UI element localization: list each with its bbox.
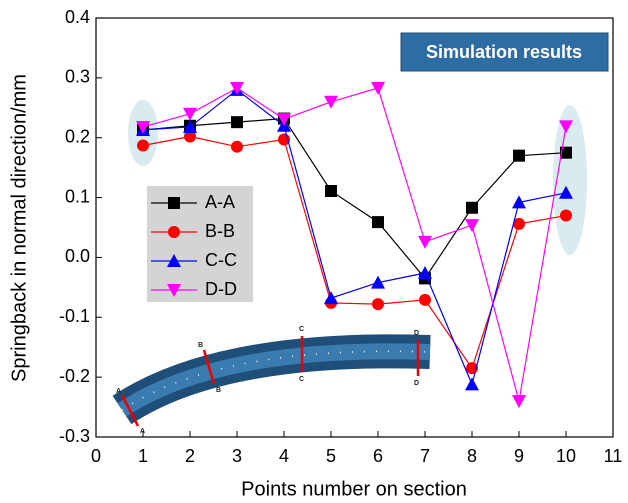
section-label: C — [299, 376, 304, 383]
section-label: C — [299, 326, 304, 333]
legend-label: C-C — [205, 250, 237, 270]
y-tick-label: -0.3 — [59, 426, 90, 446]
x-tick-label: 8 — [467, 446, 477, 466]
x-tick-label: 7 — [420, 446, 430, 466]
section-label: D — [414, 330, 419, 337]
legend-label: B-B — [205, 221, 235, 241]
marker — [466, 202, 478, 214]
marker — [371, 82, 385, 95]
y-tick-label: 0.4 — [65, 7, 90, 27]
chart: A A B B C C D D Points number on section… — [0, 0, 628, 503]
x-tick-label: 2 — [185, 446, 195, 466]
marker — [325, 185, 337, 197]
part-drawing: A A B B C C D D — [116, 326, 430, 435]
y-axis-label: Springback in normal direction/mm — [8, 74, 30, 382]
highlight — [553, 105, 587, 255]
marker — [560, 210, 572, 222]
marker — [465, 377, 479, 390]
marker — [183, 108, 197, 121]
marker — [324, 291, 338, 304]
marker — [418, 236, 432, 249]
marker — [465, 219, 479, 232]
x-tick-label: 10 — [556, 446, 576, 466]
legend-label: A-A — [205, 192, 235, 212]
x-tick-label: 5 — [326, 446, 336, 466]
x-tick-label: 4 — [279, 446, 289, 466]
x-axis-label: Points number on section — [241, 478, 467, 500]
y-tick-label: 0.2 — [65, 126, 90, 146]
marker — [372, 216, 384, 228]
x-tick-label: 6 — [373, 446, 383, 466]
legend-label: D-D — [205, 279, 237, 299]
y-tick-label: -0.1 — [59, 306, 90, 326]
x-tick-label: 9 — [514, 446, 524, 466]
x-tick-label: 1 — [138, 446, 148, 466]
marker — [231, 141, 243, 153]
marker — [168, 226, 180, 238]
marker — [513, 150, 525, 162]
marker — [231, 116, 243, 128]
annotation: Simulation results — [426, 42, 582, 62]
marker — [512, 395, 526, 408]
marker — [324, 96, 338, 109]
marker — [419, 294, 431, 306]
marker — [137, 139, 149, 151]
section-label: B — [198, 342, 203, 349]
marker — [372, 298, 384, 310]
x-tick-label: 0 — [91, 446, 101, 466]
y-tick-label: -0.2 — [59, 366, 90, 386]
y-tick-label: 0.3 — [65, 67, 90, 87]
x-tick-label: 11 — [604, 446, 623, 466]
y-tick-label: 0.1 — [65, 186, 90, 206]
section-label: D — [414, 380, 419, 387]
x-tick-label: 3 — [232, 446, 242, 466]
y-tick-label: 0.0 — [65, 246, 90, 266]
marker — [168, 197, 180, 209]
section-label: B — [216, 387, 221, 394]
section-label: A — [116, 388, 121, 395]
